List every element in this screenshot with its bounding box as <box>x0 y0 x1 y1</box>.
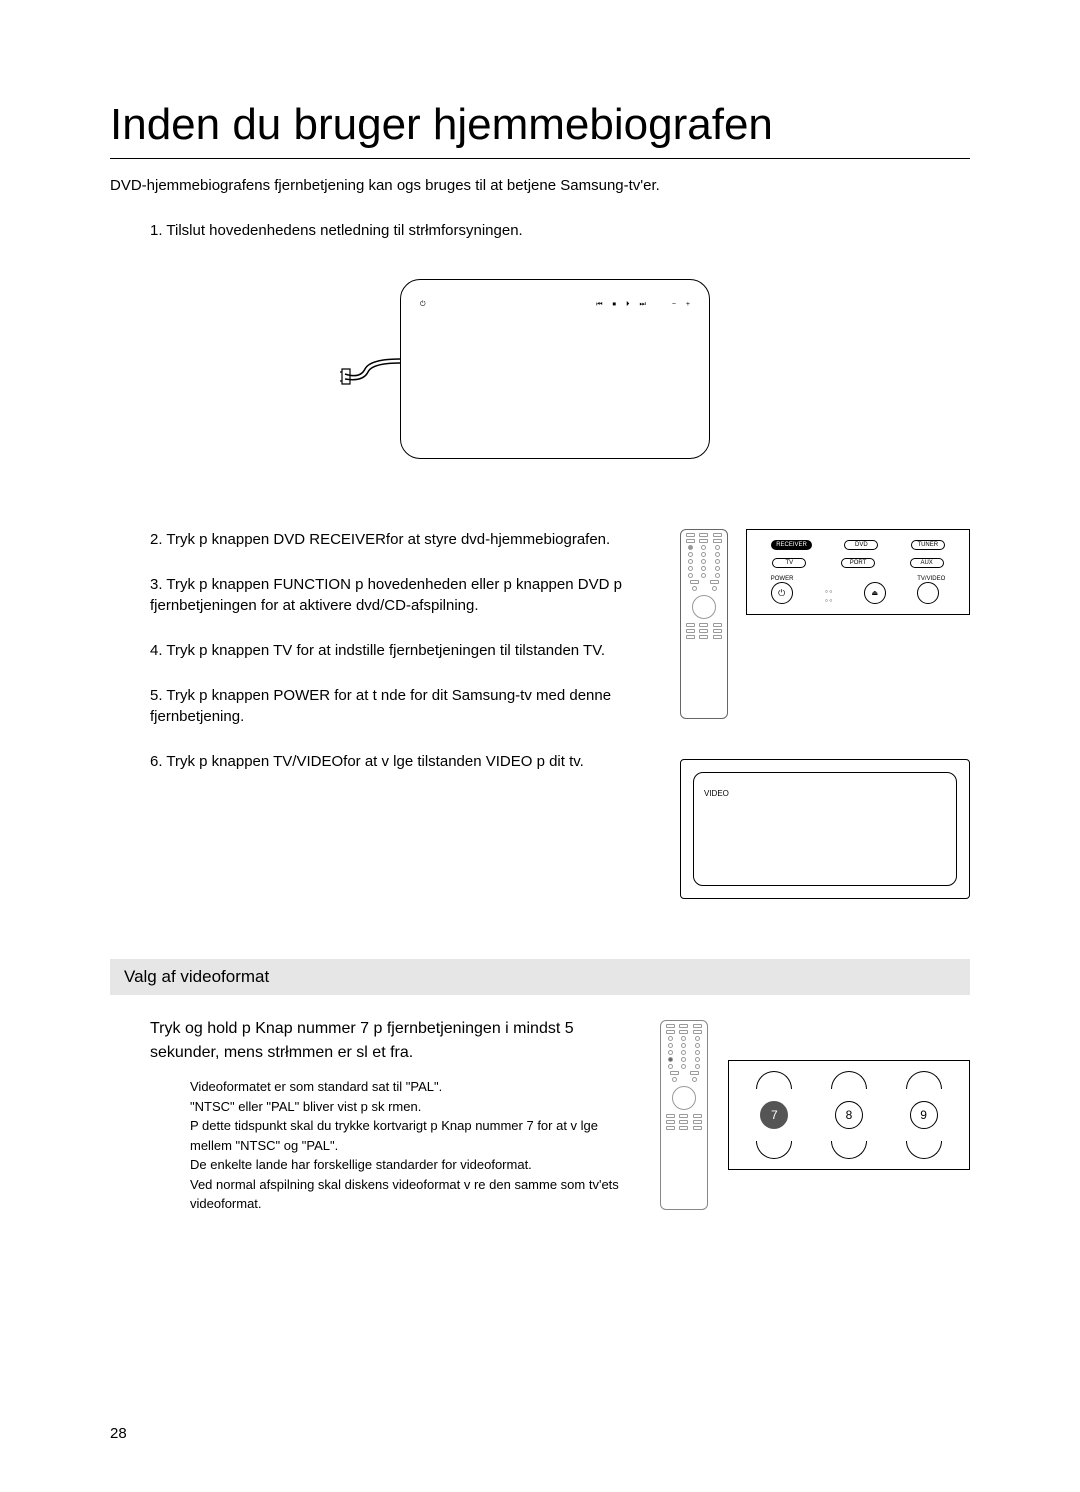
tvvideo-label: TV/VIDEO <box>917 576 945 582</box>
step-4: 4. Tryk p knappen TV for at indstille fj… <box>150 640 640 661</box>
remote-outline-2 <box>660 1020 708 1210</box>
tvvideo-button <box>917 582 939 604</box>
remote-figure: RECEIVER DVD TUNER TV PORT AUX POWER ⏻ <box>680 529 970 719</box>
bullet-item: "NTSC" eller "PAL" bliver vist p sk rmen… <box>190 1097 630 1117</box>
power-label: POWER <box>771 576 794 582</box>
steps-list: 2. Tryk p knappen DVD RECEIVERfor at sty… <box>110 529 640 899</box>
keypad-zoom: 7 8 9 <box>728 1060 970 1170</box>
step-3: 3. Tryk p knappen FUNCTION p hovedenhede… <box>150 574 640 616</box>
tv-screen-label: VIDEO <box>704 789 729 798</box>
intro-text: DVD-hjemmebiografens fjernbetjening kan … <box>110 177 970 194</box>
cable-icon <box>340 339 410 399</box>
step-2: 2. Tryk p knappen DVD RECEIVERfor at sty… <box>150 529 640 550</box>
device-diagram: ⏻ ⏮⏹⏵⏭ −+ <box>350 269 730 469</box>
receiver-button: RECEIVER <box>771 540 812 550</box>
page-number: 28 <box>110 1425 127 1442</box>
key-9: 9 <box>910 1101 938 1129</box>
key-7: 7 <box>760 1101 788 1129</box>
dvd-button: DVD <box>844 540 878 550</box>
bullet-item: Ved normal afspilning skal diskens video… <box>190 1175 630 1214</box>
step-6: 6. Tryk p knappen TV/VIDEOfor at v lge t… <box>150 751 640 772</box>
section-header: Valg af videoformat <box>110 959 970 995</box>
power-button: ⏻ <box>771 582 793 604</box>
eject-button: ⏏ <box>864 582 886 604</box>
tuner-button: TUNER <box>911 540 945 550</box>
aux-button: AUX <box>910 558 944 568</box>
keypad-figure: 7 8 9 <box>660 1017 970 1214</box>
port-button: PORT <box>841 558 875 568</box>
bullet-item: De enkelte lande har forskellige standar… <box>190 1155 630 1175</box>
bullet-item: Videoformatet er som standard sat til "P… <box>190 1077 630 1097</box>
page-title: Inden du bruger hjemmebiografen <box>110 100 970 159</box>
tv-button: TV <box>772 558 806 568</box>
step-1: 1. Tilslut hovedenhedens netledning til … <box>150 222 970 239</box>
remote-outline <box>680 529 728 719</box>
step-5: 5. Tryk p knappen POWER for at t nde for… <box>150 685 640 727</box>
section-lead: Tryk og hold p Knap nummer 7 p fjernbetj… <box>150 1017 630 1065</box>
bullet-list: Videoformatet er som standard sat til "P… <box>190 1077 630 1214</box>
remote-zoom: RECEIVER DVD TUNER TV PORT AUX POWER ⏻ <box>746 529 970 615</box>
key-8: 8 <box>835 1101 863 1129</box>
tv-figure: VIDEO <box>680 759 970 899</box>
bullet-item: P dette tidspunkt skal du trykke kortvar… <box>190 1116 630 1155</box>
